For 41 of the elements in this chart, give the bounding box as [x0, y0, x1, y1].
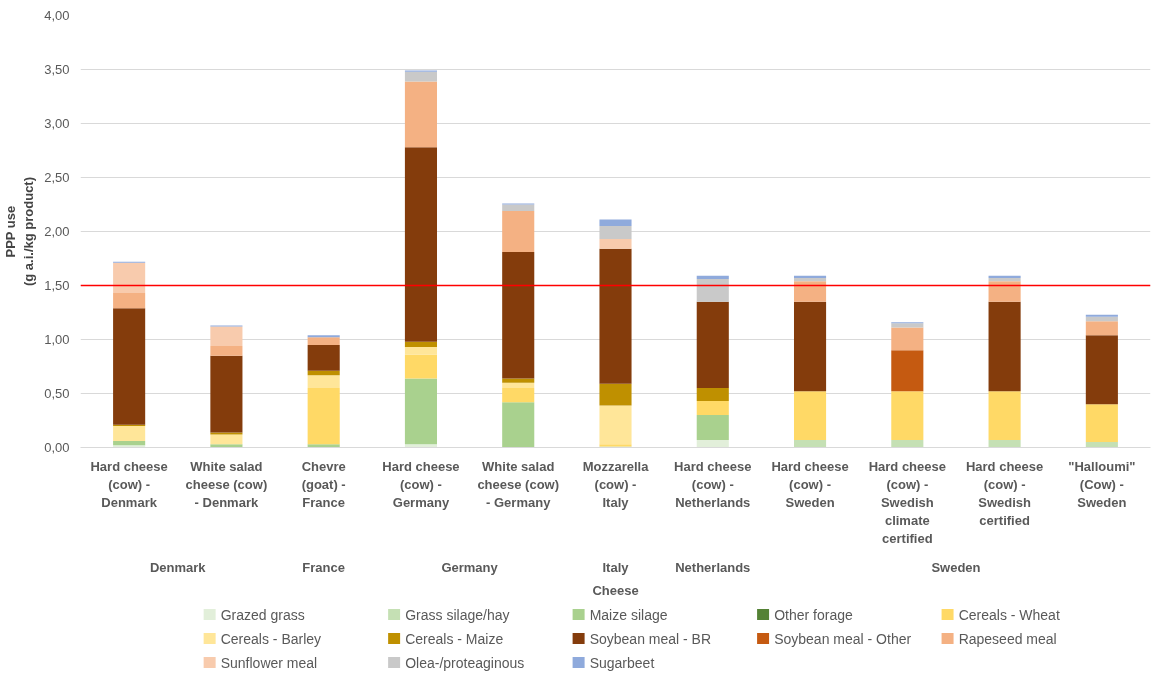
x-tick-label: Hard cheese (cow) - Germany [382, 458, 460, 510]
text: Italy [602, 559, 630, 575]
x-tick-label: Hard cheese (cow) - Netherlands [674, 458, 752, 510]
y-tick-label: 0,00 [44, 440, 70, 455]
x-tick-label: Chevre (goat) - France [301, 458, 346, 510]
legend-label: Rapeseed meal [958, 630, 1057, 647]
y-tick-label: 4,00 [44, 8, 70, 23]
text: Germany [441, 559, 499, 575]
y-tick-label: 3,50 [44, 62, 70, 77]
legend-label: Maize silage [589, 606, 668, 623]
x-tick-label: White salad cheese (cow) - Denmark [185, 458, 268, 510]
legend-label: Cereals - Maize [405, 630, 504, 647]
x-tick-label: Hard cheese (cow) - Swedish certified [965, 458, 1044, 528]
x-tick-label: "Halloumi" (Cow) - Sweden [1068, 458, 1136, 510]
legend-label: Grass silage/hay [405, 606, 510, 623]
legend-label: Soybean meal - Other [774, 630, 912, 647]
legend-label: Sugarbeet [589, 654, 655, 671]
text: France [302, 559, 346, 575]
x-tick-label: Hard cheese (cow) - Swedish climate certified [868, 458, 946, 546]
y-axis-title: PPP use (g a.i./kg product) [3, 176, 37, 287]
legend-label: Cereals - Barley [220, 630, 322, 647]
x-tick-label: Hard cheese (cow) - Sweden [771, 458, 849, 510]
x-tick-label: Hard cheese (cow) - Denmark [90, 458, 168, 510]
text: Sweden [931, 559, 981, 575]
y-tick-label: 1,50 [44, 278, 70, 293]
legend-label: Grazed grass [220, 606, 305, 623]
y-tick-label: 1,00 [44, 332, 70, 347]
y-tick-label: 0,50 [44, 386, 70, 401]
text: Denmark [149, 559, 207, 575]
y-tick-label: 2,00 [44, 224, 70, 239]
legend-label: Soybean meal - BR [589, 630, 712, 647]
text: Netherlands [675, 559, 751, 575]
x-axis-title: Cheese [592, 582, 639, 598]
legend-label: Other forage [774, 606, 853, 623]
x-tick-label: White salad cheese (cow) - Germany [477, 458, 560, 510]
legend-label: Sunflower meal [220, 654, 318, 671]
x-tick-label: Mozzarella (cow) - Italy [582, 458, 650, 510]
y-tick-label: 2,50 [44, 170, 70, 185]
legend-label: Olea-/proteaginous [405, 654, 525, 671]
y-tick-label: 3,00 [44, 116, 70, 131]
legend-label: Cereals - Wheat [958, 606, 1060, 623]
